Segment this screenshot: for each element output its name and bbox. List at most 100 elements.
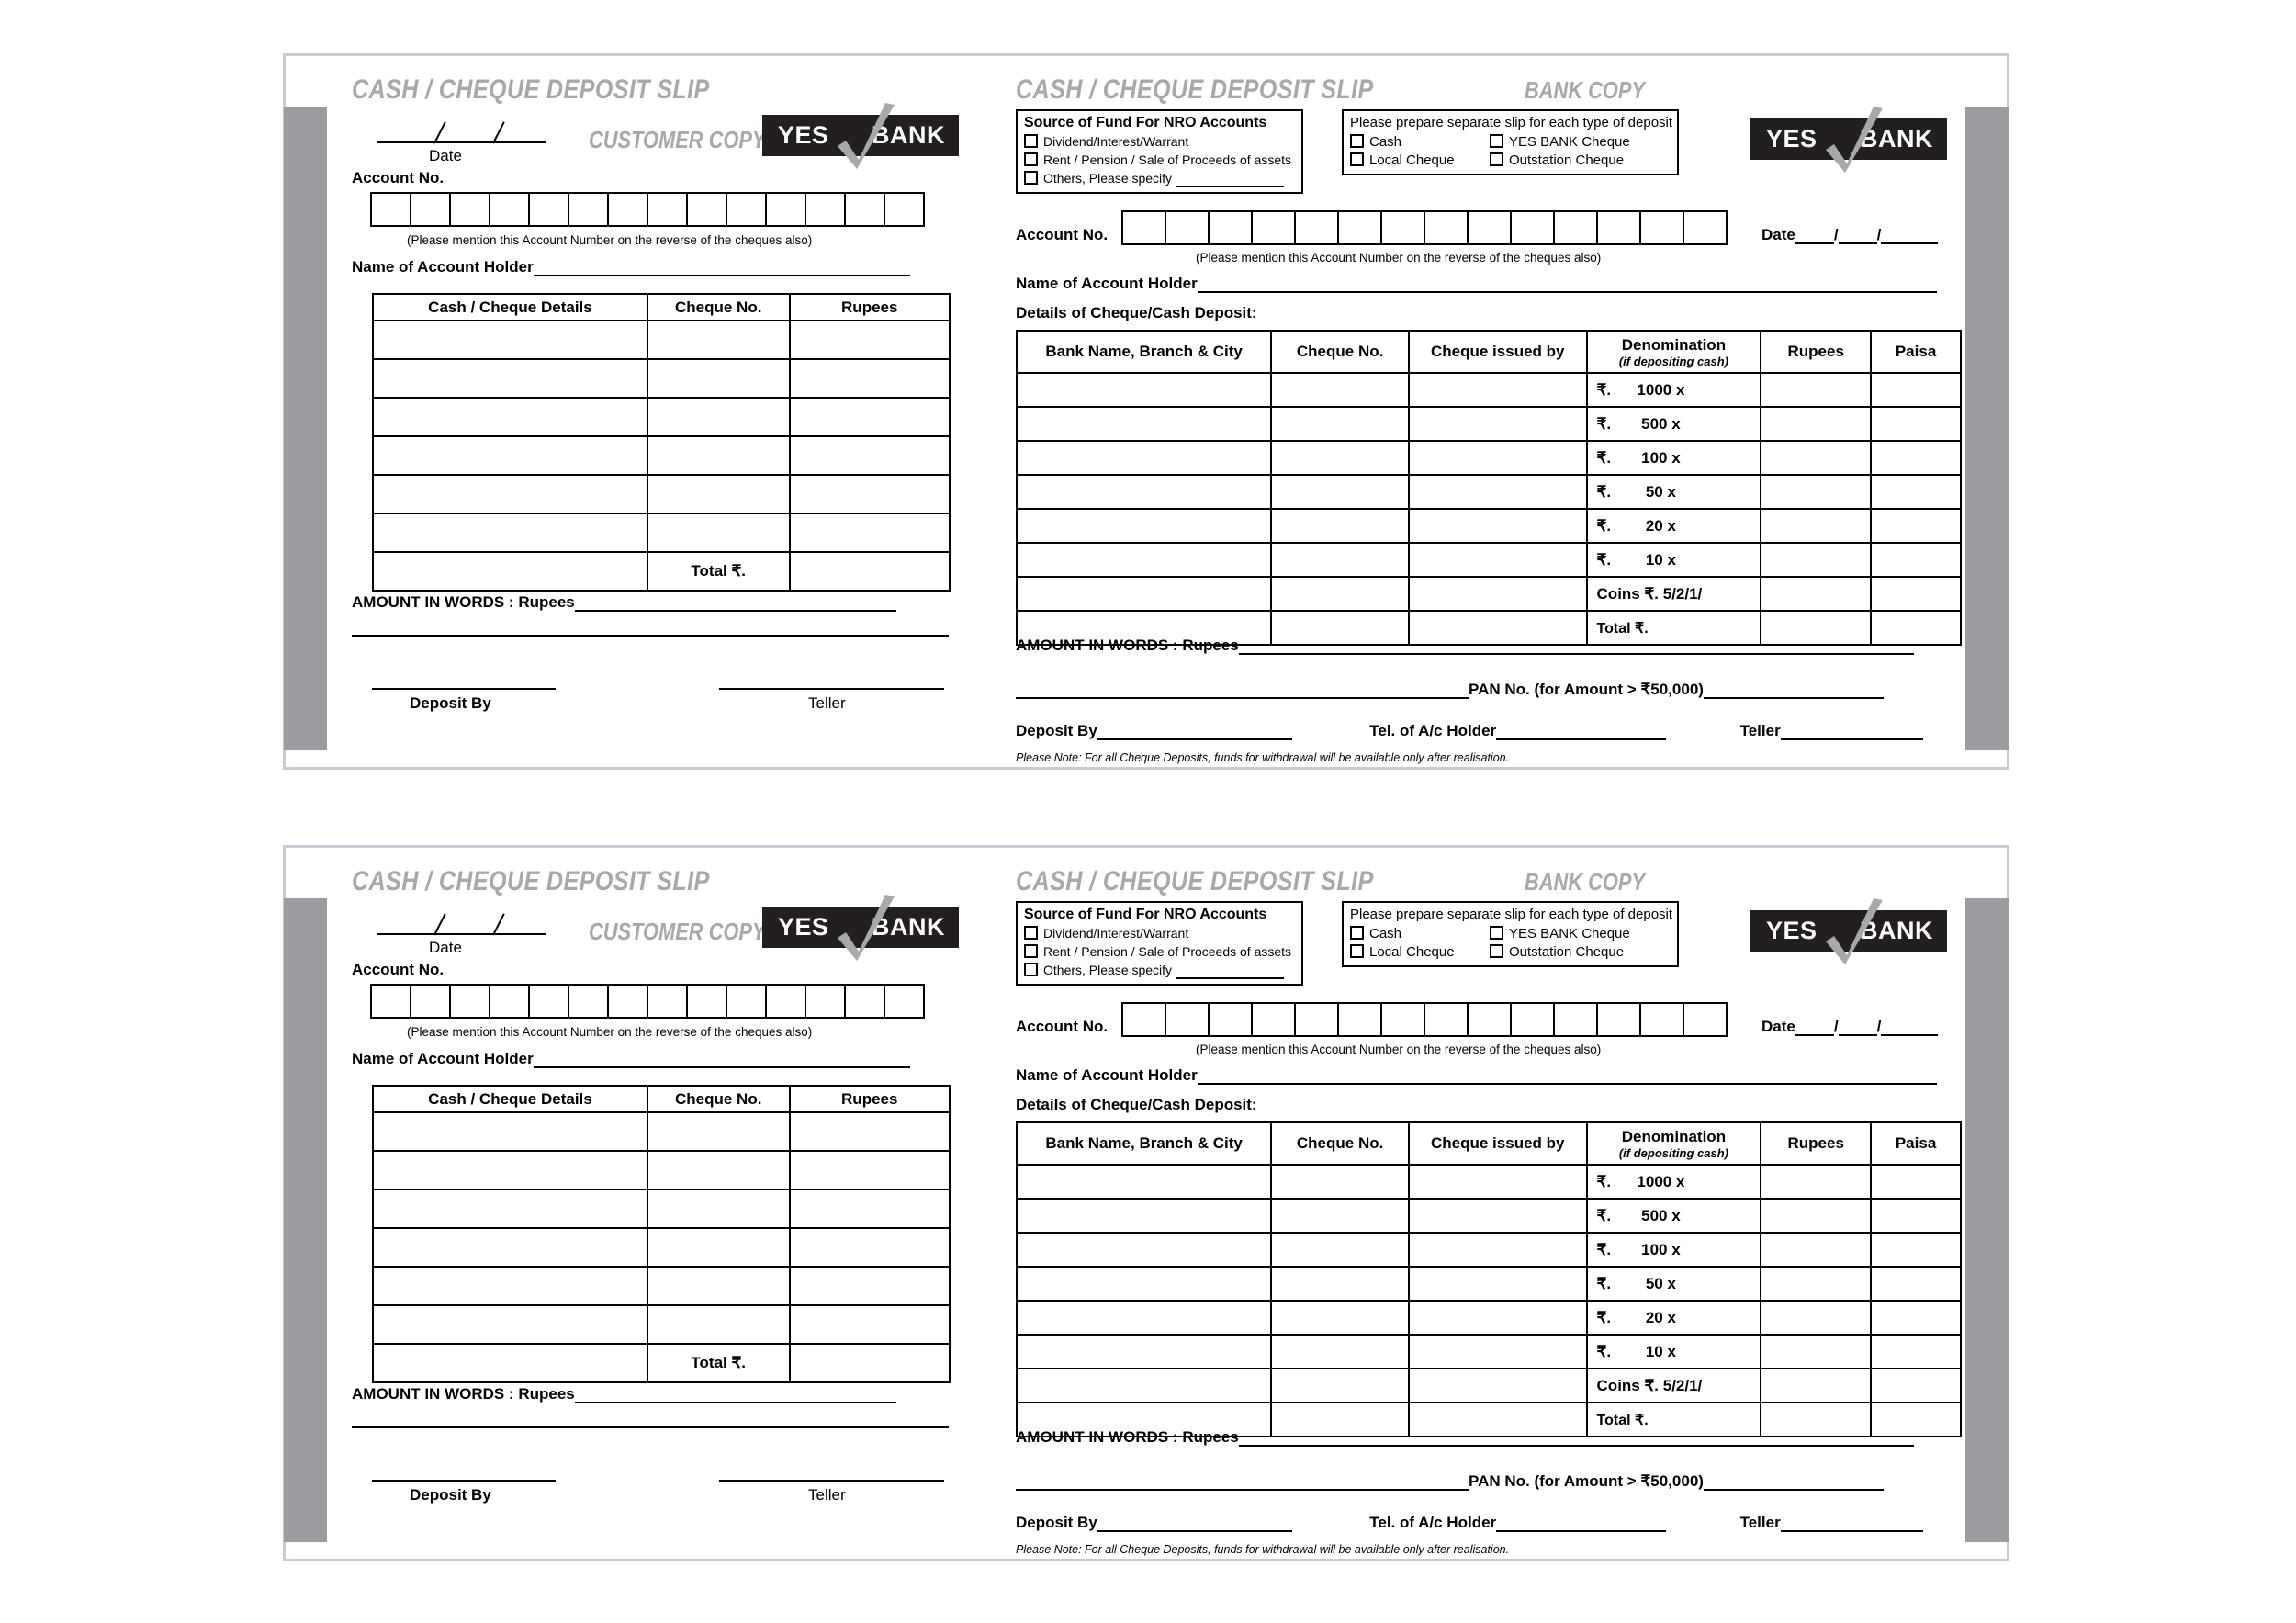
account-digit-box[interactable] [489,192,530,227]
account-digit-box[interactable] [370,192,411,227]
account-digit-box[interactable] [1596,210,1641,245]
account-digit-box[interactable] [1251,1002,1296,1037]
deposit-by-input-bank[interactable] [1097,723,1292,740]
account-digit-box[interactable] [410,984,451,1019]
bank-name-cell[interactable] [1015,372,1273,408]
table-cell[interactable] [646,1266,791,1306]
cheque-no-cell[interactable] [1270,1164,1410,1200]
cheque-issued-by-cell[interactable] [1407,1402,1588,1437]
bank-name-cell[interactable] [1015,474,1273,510]
checkbox-dividend-interest-warrant[interactable] [1024,926,1038,940]
account-digit-box[interactable] [647,192,688,227]
cheque-no-cell[interactable] [1270,1198,1410,1234]
table-cell[interactable] [372,1266,648,1306]
checkbox-yes-bank-cheque[interactable] [1490,134,1503,148]
checkbox-local-cheque[interactable] [1350,944,1364,958]
bank-name-cell[interactable] [1015,1232,1273,1268]
rupees-cell[interactable] [1760,1164,1873,1200]
cheque-issued-by-cell[interactable] [1407,576,1588,612]
cheque-no-cell[interactable] [1270,576,1410,612]
rupees-cell[interactable] [1760,508,1873,544]
date-field-customer[interactable] [377,911,546,936]
checkbox-rent-pension-sale[interactable] [1024,152,1038,166]
table-cell[interactable] [646,1227,791,1268]
paisa-cell[interactable] [1870,440,1962,476]
account-digit-box[interactable] [844,192,885,227]
others-specify-input[interactable] [1176,965,1285,979]
account-digit-box[interactable] [1294,210,1339,245]
rupees-cell[interactable] [1760,1198,1873,1234]
account-digit-box[interactable] [1165,1002,1210,1037]
cheque-no-cell[interactable] [1270,372,1410,408]
account-digit-box[interactable] [1683,1002,1728,1037]
paisa-cell[interactable] [1870,576,1962,612]
table-cell[interactable] [788,1189,951,1229]
account-digit-box[interactable] [528,984,569,1019]
table-row[interactable] [372,1227,951,1268]
table-cell[interactable] [372,474,648,514]
table-cell[interactable] [372,358,648,399]
amount-in-words-bank-line-2[interactable] [1016,682,1469,699]
paisa-cell[interactable] [1870,1232,1962,1268]
cheque-no-cell[interactable] [1270,508,1410,544]
account-digit-box[interactable] [1596,1002,1641,1037]
cheque-issued-by-cell[interactable] [1407,1232,1588,1268]
account-digit-box[interactable] [884,984,925,1019]
table-row[interactable] [372,1266,951,1306]
table-cell[interactable] [646,513,791,553]
table-cell[interactable] [788,1304,951,1345]
date-yyyy[interactable] [1881,1020,1939,1036]
account-digit-box[interactable] [1380,1002,1425,1037]
teller-line-customer[interactable] [719,688,944,690]
bank-name-cell[interactable] [1015,1300,1273,1336]
date-field-bank[interactable]: Date / / [1761,1018,1939,1036]
account-digit-box[interactable] [686,984,727,1019]
paisa-cell[interactable] [1870,1368,1962,1403]
paisa-cell[interactable] [1870,474,1962,510]
bank-name-cell[interactable] [1015,1368,1273,1403]
table-row[interactable] [372,1111,951,1152]
paisa-cell[interactable] [1870,372,1962,408]
rupees-cell[interactable] [1760,1300,1873,1336]
table-cell[interactable] [788,397,951,437]
table-cell[interactable] [788,358,951,399]
checkbox-outstation-cheque[interactable] [1490,944,1503,958]
deposit-by-line-customer[interactable] [372,688,556,690]
table-row[interactable] [372,435,951,476]
account-digit-box[interactable] [568,192,609,227]
account-digit-box[interactable] [1208,1002,1253,1037]
cheque-issued-by-cell[interactable] [1407,542,1588,578]
rupees-cell[interactable] [1760,406,1873,442]
bank-name-cell[interactable] [1015,1198,1273,1234]
table-row[interactable] [372,1189,951,1229]
cheque-no-cell[interactable] [1270,610,1410,646]
rupees-cell[interactable] [1760,610,1873,646]
cheque-no-cell[interactable] [1270,1368,1410,1403]
rupees-cell[interactable] [1760,1334,1873,1369]
account-digit-box[interactable] [489,984,530,1019]
account-digit-box[interactable] [410,192,451,227]
account-digit-box[interactable] [528,192,569,227]
table-cell[interactable] [372,513,648,553]
rupees-cell[interactable] [1760,474,1873,510]
account-number-boxes-bank[interactable] [1121,1002,1728,1037]
account-digit-box[interactable] [1639,1002,1684,1037]
date-yyyy[interactable] [1881,229,1939,244]
account-digit-box[interactable] [1121,210,1166,245]
amount-in-words-line-1[interactable] [574,1386,896,1403]
account-digit-box[interactable] [1553,210,1598,245]
table-row[interactable] [372,1150,951,1190]
bank-name-cell[interactable] [1015,406,1273,442]
paisa-cell[interactable] [1870,1334,1962,1369]
tel-input[interactable] [1496,1515,1667,1532]
paisa-cell[interactable] [1870,610,1962,646]
bank-name-cell[interactable] [1015,508,1273,544]
table-cell[interactable] [646,435,791,476]
cheque-issued-by-cell[interactable] [1407,1300,1588,1336]
table-row[interactable] [372,474,951,514]
tel-input[interactable] [1496,723,1667,740]
cheque-no-cell[interactable] [1270,1300,1410,1336]
teller-line-customer[interactable] [719,1480,944,1482]
table-cell[interactable] [372,320,648,360]
table-row[interactable] [372,397,951,437]
